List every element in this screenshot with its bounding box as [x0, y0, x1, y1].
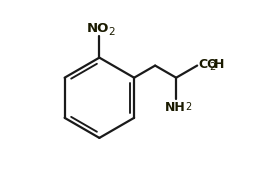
Text: CO: CO: [198, 58, 218, 71]
Text: 2: 2: [210, 62, 216, 72]
Text: 2: 2: [186, 102, 192, 112]
Text: NO: NO: [87, 22, 110, 35]
Text: 2: 2: [109, 27, 115, 37]
Text: H: H: [213, 58, 224, 71]
Text: NH: NH: [165, 101, 186, 114]
